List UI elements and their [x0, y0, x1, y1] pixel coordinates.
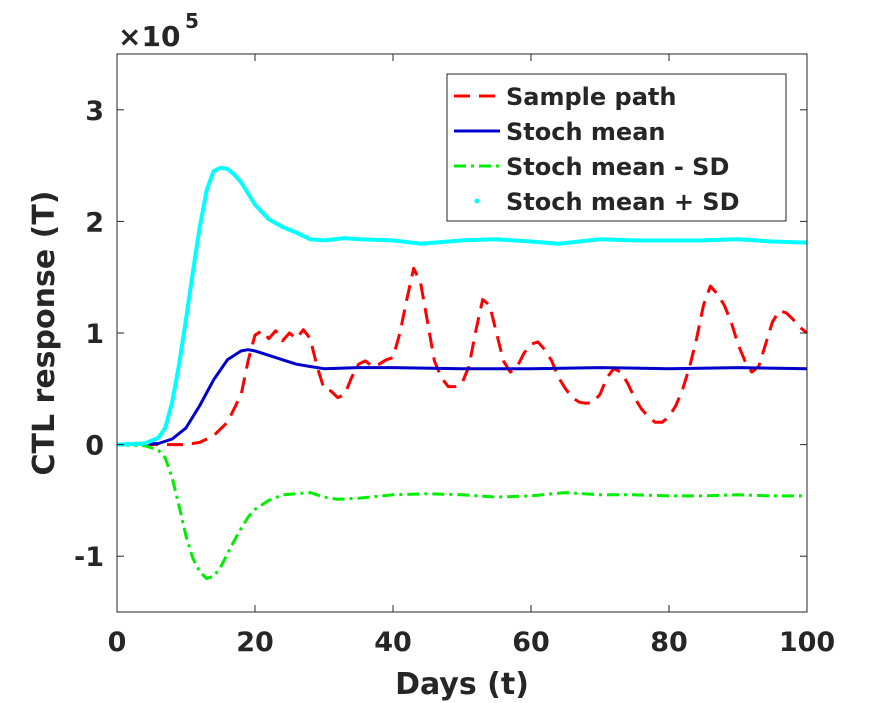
x-tick-label-3: 60 — [512, 627, 550, 658]
legend-entry-1: Stoch mean — [454, 118, 665, 146]
y-axis-ticks: -1 0 1 2 3 — [74, 96, 807, 573]
x-tick-label-2: 40 — [374, 627, 412, 658]
y-tick-label-4: 3 — [85, 96, 104, 127]
y-tick-label-3: 2 — [85, 207, 104, 238]
series-layer — [116, 165, 808, 580]
series-line-0 — [117, 266, 808, 447]
x-axis-label: Days (t) — [395, 667, 529, 702]
legend-box — [446, 73, 787, 222]
x-axis-ticks: 0 20 40 60 80 100 — [108, 54, 835, 658]
exponent-base: ×10 — [118, 20, 180, 53]
legend-swatch-3 — [474, 198, 480, 204]
legend-entries: Sample path Stoch mean Stoch mean - SD Stoc… — [454, 83, 740, 216]
x-tick-label-5: 100 — [779, 627, 835, 658]
legend-label-3: Stoch mean + SD — [506, 188, 740, 216]
exponent-power: 5 — [185, 9, 199, 33]
legend-entry-3: Stoch mean + SD — [474, 188, 740, 216]
y-tick-label-2: 1 — [85, 319, 104, 350]
legend-label-1: Stoch mean — [506, 118, 665, 146]
y-tick-label-1: 0 — [85, 431, 104, 462]
y-axis-label: CTL response (T) — [27, 190, 62, 475]
legend-label-0: Sample path — [506, 83, 676, 111]
x-tick-label-1: 20 — [236, 627, 274, 658]
legend-label-2: Stoch mean - SD — [506, 153, 729, 181]
series-line-2 — [116, 443, 807, 580]
series-line-3 — [116, 165, 808, 447]
y-tick-label-0: -1 — [74, 542, 104, 573]
legend-entry-2: Stoch mean - SD — [454, 153, 729, 181]
x-tick-label-0: 0 — [108, 627, 127, 658]
x-tick-label-4: 80 — [650, 627, 688, 658]
legend-entry-0: Sample path — [454, 83, 676, 111]
legend: Sample path Stoch mean Stoch mean - SD Stoc… — [446, 73, 787, 222]
series-line-1 — [116, 348, 808, 447]
